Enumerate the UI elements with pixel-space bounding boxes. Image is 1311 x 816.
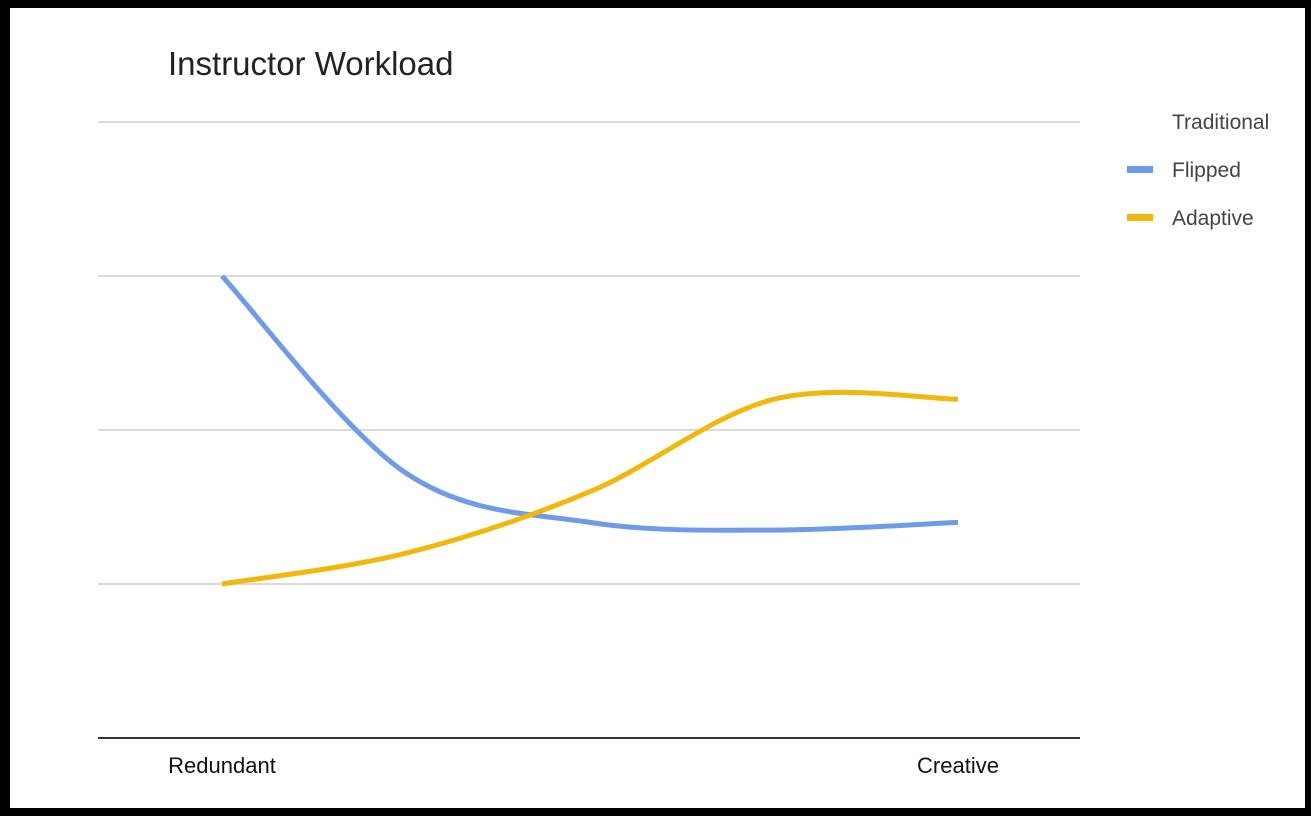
series-line-adaptive[interactable] [221, 389, 959, 587]
gridlines [98, 121, 1080, 585]
legend-label-adaptive: Adaptive [1172, 207, 1254, 230]
chart-frame: Instructor Workload Redundant Creative T… [10, 8, 1305, 808]
series-lines [220, 274, 959, 587]
legend: Traditional Flipped Adaptive [1127, 111, 1269, 230]
legend-item-traditional[interactable]: Traditional [1127, 111, 1269, 134]
x-tick-label-start: Redundant [168, 753, 276, 778]
line-chart: Instructor Workload Redundant Creative T… [98, 45, 1269, 778]
legend-label-flipped: Flipped [1172, 159, 1241, 182]
legend-item-flipped[interactable]: Flipped [1127, 159, 1241, 182]
legend-swatch-adaptive [1127, 214, 1153, 221]
series-line-flipped[interactable] [220, 274, 959, 533]
chart-title: Instructor Workload [168, 45, 454, 82]
legend-label-traditional: Traditional [1172, 111, 1269, 134]
x-tick-label-end: Creative [917, 753, 999, 778]
legend-item-adaptive[interactable]: Adaptive [1127, 207, 1254, 230]
legend-swatch-traditional [1127, 118, 1153, 125]
legend-swatch-flipped [1127, 166, 1153, 173]
